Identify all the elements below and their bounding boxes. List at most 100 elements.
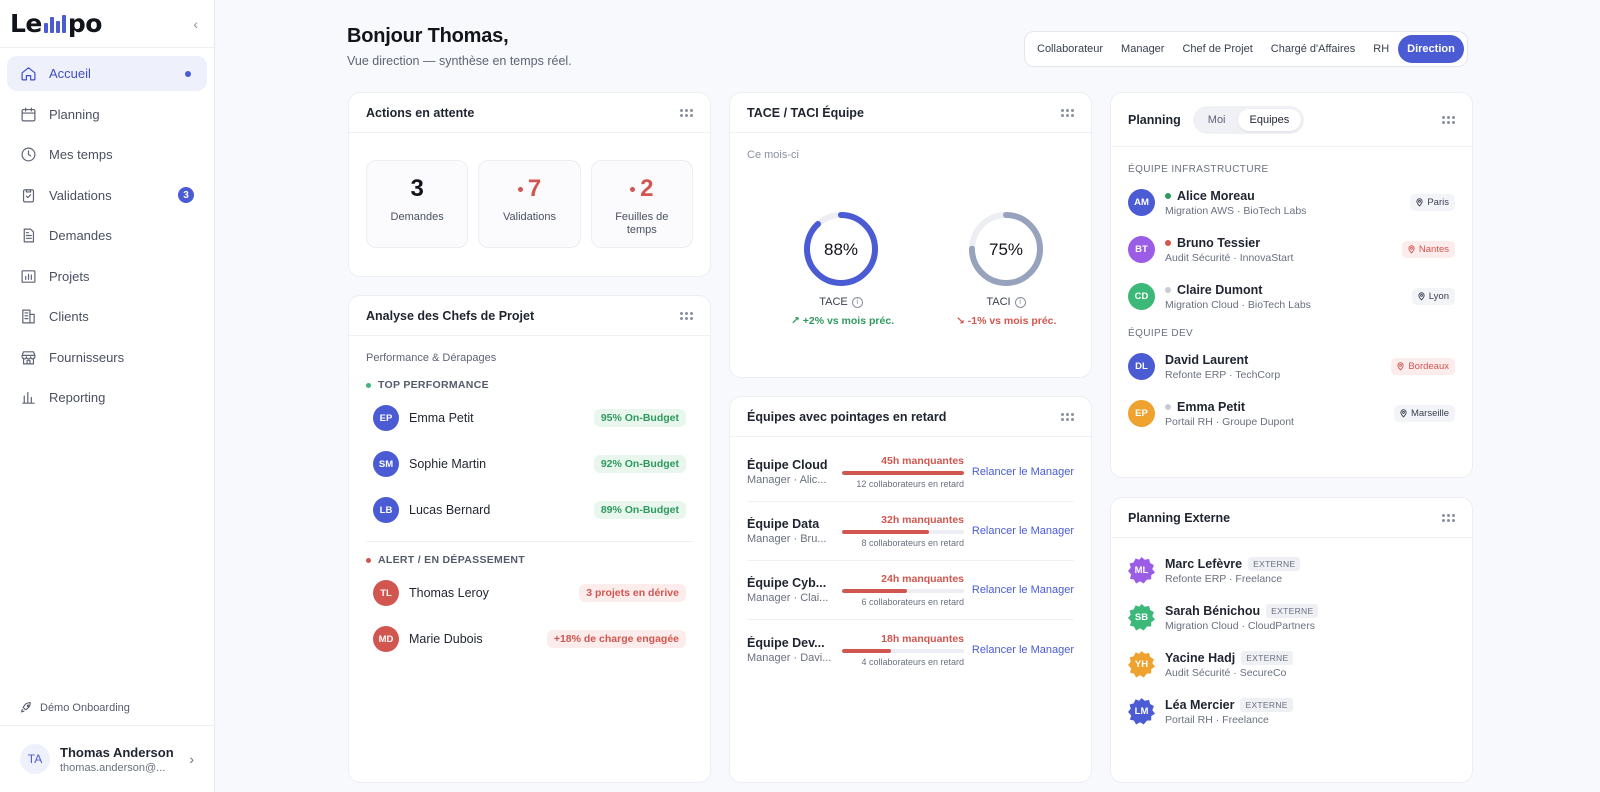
gauge-label: TACE i (791, 296, 891, 308)
avatar: EP (373, 405, 399, 431)
card-title: Planning Externe (1128, 510, 1231, 525)
sidebar-item-accueil[interactable]: Accueil (7, 56, 207, 91)
logo[interactable]: Le po (10, 9, 102, 38)
card-menu-icon[interactable] (680, 108, 693, 117)
list-item[interactable]: SB Sarah Bénichou EXTERNE Migration Cloud… (1111, 594, 1472, 641)
clipboard-check-icon (22, 188, 35, 202)
sidebar-item-label: Planning (49, 106, 100, 122)
sidebar-item-fournisseurs[interactable]: Fournisseurs (7, 340, 207, 375)
table-row: Équipe Cloud Manager · Alic... 45h manqua… (747, 443, 1074, 502)
role-tab-chef-de-projet[interactable]: Chef de Projet (1182, 43, 1253, 55)
list-item[interactable]: EP Emma Petit 95% On-Budget (349, 395, 710, 441)
list-item[interactable]: YH Yacine Hadj EXTERNE Audit Sécurité · S… (1111, 641, 1472, 688)
location-pin-icon (1397, 362, 1404, 371)
person-name: Léa Mercier EXTERNE (1165, 697, 1293, 712)
avatar: LM (1128, 698, 1155, 725)
info-icon[interactable]: i (851, 296, 863, 308)
remind-manager-button[interactable]: Relancer le Manager (971, 584, 1074, 596)
status-badge: 89% On-Budget (593, 501, 686, 519)
person-project: Migration Cloud · BioTech Labs (1165, 298, 1311, 311)
trend-down-icon: ↘ (956, 315, 965, 327)
list-item[interactable]: EP Emma Petit Portail RH · Groupe Dupont… (1111, 390, 1472, 437)
location-pin-icon (1408, 245, 1415, 254)
card-menu-icon[interactable] (1442, 115, 1455, 124)
card-menu-icon[interactable] (1061, 412, 1074, 421)
card-subtitle: Performance & Dérapages (366, 352, 497, 364)
sidebar-item-label: Demandes (49, 228, 112, 243)
list-item[interactable]: DL David Laurent Refonte ERP · TechCorp … (1111, 343, 1472, 390)
sidebar-item-mes-temps[interactable]: Mes temps (7, 137, 207, 172)
person-project: Refonte ERP · TechCorp (1165, 368, 1281, 381)
role-tab-direction[interactable]: Direction (1398, 35, 1464, 63)
sidebar-item-validations[interactable]: Validations 3 (7, 178, 207, 213)
card-menu-icon[interactable] (1061, 108, 1074, 117)
person-name: Lucas Bernard (409, 503, 491, 517)
external-planning-card: Planning Externe ML Marc Lefèvre EXTERNE … (1110, 497, 1473, 783)
person-project: Audit Sécurité · InnovaStart (1165, 251, 1294, 264)
role-tab-collaborateur[interactable]: Collaborateur (1037, 43, 1104, 55)
stat-feuilles-de-temps[interactable]: 2 Feuilles de temps (590, 160, 693, 248)
sidebar-item-clients[interactable]: Clients (7, 299, 207, 334)
stat-demandes[interactable]: 3 Demandes (366, 160, 469, 248)
list-item[interactable]: AM Alice Moreau Migration AWS · BioTech … (1111, 179, 1472, 226)
sidebar-item-planning[interactable]: Planning (7, 97, 207, 132)
external-badge: EXTERNE (1240, 697, 1293, 712)
card-title: Analyse des Chefs de Projet (366, 308, 535, 323)
remind-manager-button[interactable]: Relancer le Manager (971, 466, 1074, 478)
rocket-icon (20, 702, 31, 713)
home-icon (21, 67, 36, 81)
location-badge: Lyon (1411, 288, 1455, 305)
sidebar-item-demandes[interactable]: Demandes (7, 218, 207, 253)
role-tab-manager[interactable]: Manager (1121, 43, 1165, 55)
card-menu-icon[interactable] (1442, 513, 1455, 522)
avatar: AM (1128, 189, 1155, 216)
avatar: CD (1128, 283, 1155, 310)
demo-onboarding-link[interactable]: Démo Onboarding (20, 701, 130, 714)
sidebar-item-label: Validations (49, 187, 112, 203)
count-badge: 3 (178, 187, 194, 203)
list-item[interactable]: LM Léa Mercier EXTERNE Portail RH · Freel… (1111, 688, 1472, 735)
stat-value: 7 (517, 175, 541, 203)
sidebar-item-reporting[interactable]: Reporting (7, 380, 207, 415)
gauge-value: 75% (989, 240, 1023, 259)
list-item[interactable]: SM Sophie Martin 92% On-Budget (349, 441, 710, 487)
missing-hours: 45h manquantes 12 collaborateurs en retar… (842, 455, 964, 489)
sidebar-item-projets[interactable]: Projets (7, 259, 207, 294)
avatar: EP (1128, 400, 1155, 427)
person-project: Portail RH · Freelance (1165, 713, 1269, 726)
sidebar-item-label: Mes temps (49, 147, 113, 162)
remind-manager-button[interactable]: Relancer le Manager (971, 643, 1074, 656)
table-row: Équipe Cyb... Manager · Clai... 24h manqu… (747, 561, 1074, 620)
status-badge: 3 projets en dérive (579, 584, 686, 602)
alert-list: TL Thomas Leroy 3 projets en dérive MD Marie… (349, 570, 710, 662)
tab-moi[interactable]: Moi (1207, 113, 1226, 126)
card-title: Équipes avec pointages en retard (747, 409, 947, 424)
card-menu-icon[interactable] (680, 311, 693, 320)
info-icon[interactable]: i (1014, 296, 1026, 308)
remind-manager-button[interactable]: Relancer le Manager (971, 525, 1074, 537)
person-name: Emma Petit (1165, 400, 1294, 414)
list-item[interactable]: TL Thomas Leroy 3 projets en dérive (349, 570, 710, 616)
tab-equipes[interactable]: Equipes (1237, 108, 1302, 131)
missing-hours: 24h manquantes 6 collaborateurs en retard (842, 573, 964, 607)
chevron-right-icon: › (189, 751, 194, 767)
team-name: Équipe Dev... (747, 635, 825, 650)
list-item[interactable]: LB Lucas Bernard 89% On-Budget (349, 487, 710, 533)
alert-dot (630, 186, 636, 192)
list-item[interactable]: MD Marie Dubois +18% de charge engagée (349, 616, 710, 662)
list-item[interactable]: ML Marc Lefèvre EXTERNE Refonte ERP · Fre… (1111, 547, 1472, 594)
role-tab-charg-d-affaires[interactable]: Chargé d'Affaires (1270, 43, 1356, 55)
stat-label: Feuilles de temps (615, 211, 669, 236)
status-dot (1165, 239, 1171, 246)
list-item[interactable]: BT Bruno Tessier Audit Sécurité · Innova… (1111, 226, 1472, 273)
alert-dot (517, 186, 523, 192)
user-profile[interactable]: TA Thomas Anderson thomas.anderson@... › (0, 725, 214, 792)
stat-validations[interactable]: 7 Validations (478, 160, 581, 248)
role-tab-rh[interactable]: RH (1373, 43, 1390, 55)
team-name: Équipe Data (747, 517, 820, 531)
list-item[interactable]: CD Claire Dumont Migration Cloud · BioTe… (1111, 273, 1472, 320)
progress-bar (842, 530, 964, 534)
user-email: thomas.anderson@... (60, 761, 166, 774)
collapse-sidebar-icon[interactable]: ‹ (193, 15, 198, 32)
person-project: Refonte ERP · Freelance (1165, 572, 1283, 585)
